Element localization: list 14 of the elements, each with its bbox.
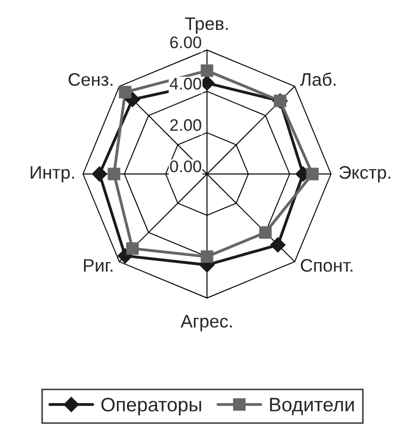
spoke-label: Спонт. [300,259,352,272]
legend-label: Операторы [101,398,202,416]
spoke-label: Интр. [30,166,74,182]
spoke-label: Риг. [84,259,112,272]
spoke-label: Трев. [185,17,228,34]
y-tick-label: 2.00 [170,119,202,131]
spoke-label: Сенз. [68,73,112,86]
spoke-label: Экстр. [339,166,390,182]
y-tick-label: 4.00 [170,78,202,90]
spoke-label: Лаб. [300,72,336,86]
spoke-label: Агрес. [180,315,232,332]
y-tick-label: 6.00 [170,36,202,48]
y-tick-label: 0.00 [170,160,202,172]
legend-label: Водители [270,398,354,416]
